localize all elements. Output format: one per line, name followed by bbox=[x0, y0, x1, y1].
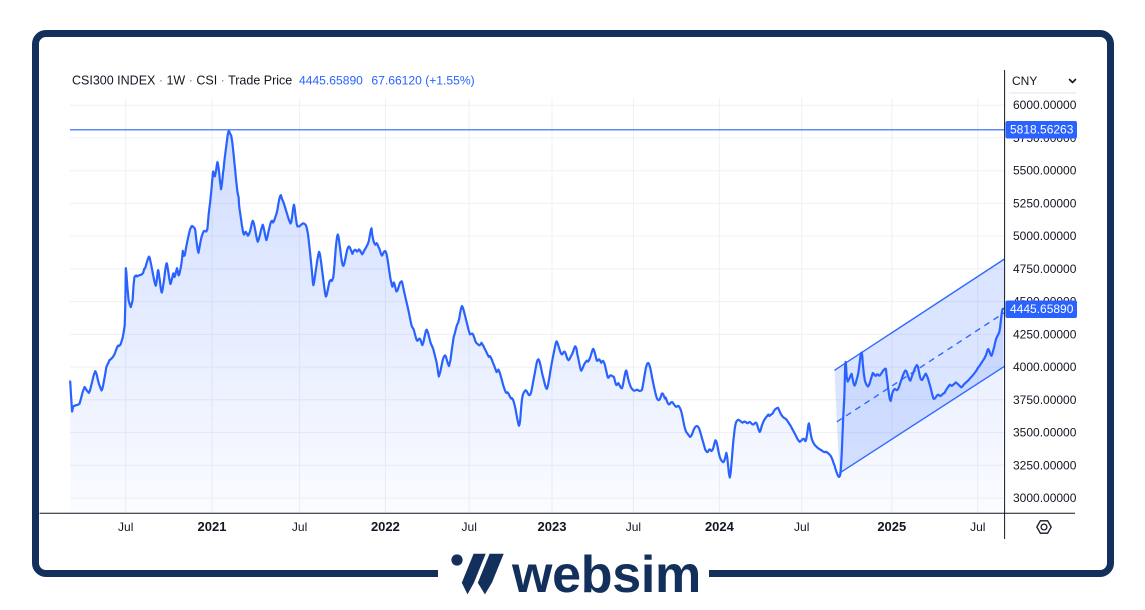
svg-text:Jul: Jul bbox=[292, 520, 307, 534]
svg-text:4750.00000: 4750.00000 bbox=[1013, 262, 1077, 276]
svg-text:5250.00000: 5250.00000 bbox=[1013, 196, 1077, 210]
svg-text:Jul: Jul bbox=[118, 520, 133, 534]
svg-text:Jul: Jul bbox=[794, 520, 809, 534]
svg-text:4250.00000: 4250.00000 bbox=[1013, 327, 1077, 341]
svg-text:CNY: CNY bbox=[1012, 74, 1037, 88]
svg-text:2025: 2025 bbox=[877, 519, 906, 534]
svg-text:5000.00000: 5000.00000 bbox=[1013, 229, 1077, 243]
svg-text:2021: 2021 bbox=[198, 519, 227, 534]
svg-text:5818.56263: 5818.56263 bbox=[1010, 123, 1074, 137]
svg-text:Jul: Jul bbox=[626, 520, 641, 534]
svg-text:Jul: Jul bbox=[970, 520, 985, 534]
svg-text:3250.00000: 3250.00000 bbox=[1013, 458, 1077, 472]
svg-text:2023: 2023 bbox=[538, 519, 567, 534]
svg-text:4000.00000: 4000.00000 bbox=[1013, 360, 1077, 374]
svg-text:4445.65890: 4445.65890 bbox=[1010, 302, 1074, 316]
svg-text:2022: 2022 bbox=[371, 519, 400, 534]
svg-text:3750.00000: 3750.00000 bbox=[1013, 393, 1077, 407]
svg-text:2024: 2024 bbox=[705, 519, 735, 534]
svg-text:3000.00000: 3000.00000 bbox=[1013, 491, 1077, 505]
svg-text:Jul: Jul bbox=[462, 520, 477, 534]
svg-text:5500.00000: 5500.00000 bbox=[1013, 164, 1077, 178]
svg-text:CSI300 INDEX · 1W · CSI · Trad: CSI300 INDEX · 1W · CSI · Trade Price bbox=[72, 74, 292, 88]
svg-text:3500.00000: 3500.00000 bbox=[1013, 426, 1077, 440]
svg-text:6000.00000: 6000.00000 bbox=[1013, 98, 1077, 112]
